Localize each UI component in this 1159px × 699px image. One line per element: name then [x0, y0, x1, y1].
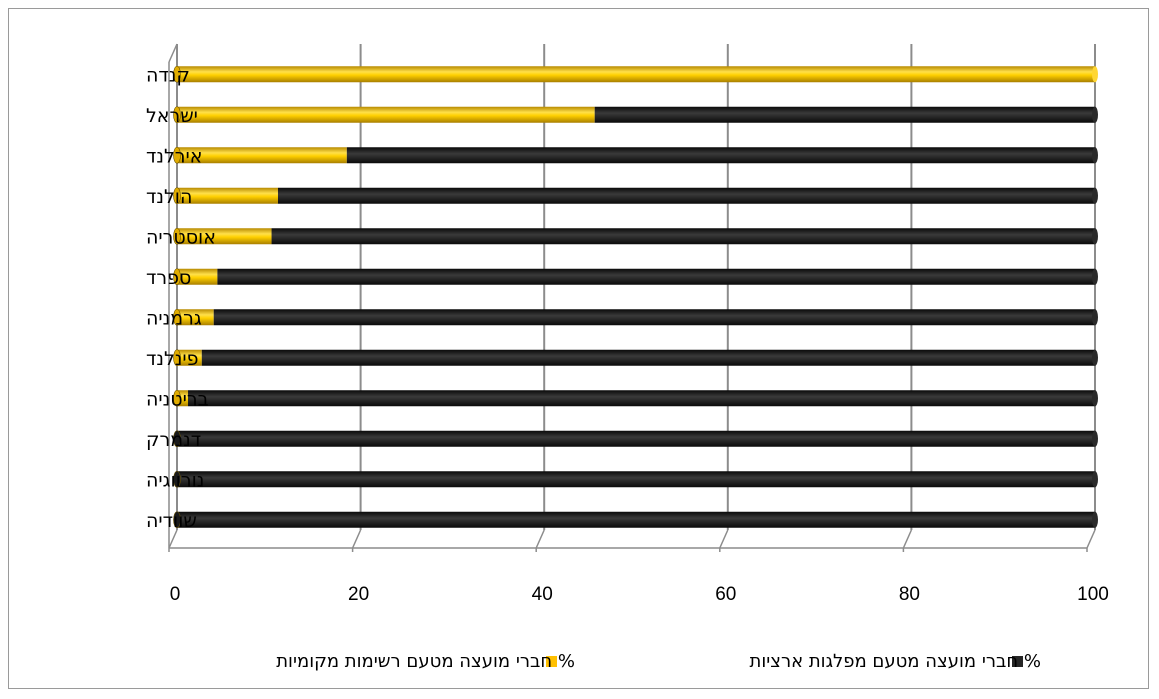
bar-national	[177, 430, 1095, 447]
category-label: שוודיה	[146, 510, 197, 532]
bar-cap-left	[173, 106, 181, 124]
bar-cap-left	[173, 349, 181, 367]
bar-cap-left	[173, 146, 181, 164]
bar-national	[277, 187, 1096, 204]
bar-local	[177, 187, 278, 204]
bar-national	[188, 390, 1096, 407]
bar-cap-left	[173, 65, 181, 83]
bar-cap-left	[173, 430, 181, 448]
bar-national	[217, 268, 1096, 285]
x-tick-label: 0	[170, 584, 181, 605]
legend-label-local: % חברי מועצה מטעם רשימות מקומיות	[276, 651, 575, 672]
gridline-floor	[535, 529, 545, 549]
bar-cap-left	[173, 308, 181, 326]
bar-cap-right	[1092, 511, 1098, 528]
gridline-floor	[168, 529, 178, 549]
bar-cap-right	[1092, 390, 1098, 407]
bar-local	[177, 390, 189, 407]
bar-cap-left	[173, 187, 181, 205]
y-axis-top-edge	[168, 43, 178, 63]
category-label: בריטניה	[146, 388, 209, 410]
bar-cap-right	[1092, 471, 1098, 488]
bar-cap-right	[1092, 309, 1098, 326]
bar-national	[594, 106, 1095, 123]
category-label: דנמרק	[146, 429, 201, 451]
bar-national	[177, 511, 1095, 528]
x-tick-label: 100	[1077, 584, 1109, 605]
category-label: נורווגיה	[146, 469, 204, 491]
legend-label-national: % חברי מועצה מטעם מפלגות ארציות	[750, 651, 1042, 672]
x-tick-label: 40	[532, 584, 553, 605]
bar-cap-left	[173, 389, 181, 407]
x-tick-label: 60	[715, 584, 736, 605]
bar-cap-right	[1092, 106, 1098, 123]
bar-cap-right	[1092, 268, 1098, 285]
gridline-floor	[902, 529, 913, 549]
gridline-floor	[351, 529, 362, 549]
bar-cap-right	[1092, 349, 1098, 366]
category-label: גרמניה	[146, 307, 202, 329]
bar-cap-right	[1092, 66, 1098, 83]
category-label: אוסטריה	[146, 226, 216, 248]
bar-local	[177, 66, 1095, 83]
legend-swatch-national	[1012, 656, 1023, 667]
category-label: אירלנד	[146, 145, 202, 167]
bar-local	[177, 228, 272, 245]
bar-national	[177, 471, 1095, 488]
bar-cap-left	[173, 511, 181, 529]
category-label: ישראל	[146, 105, 198, 127]
bar-cap-left	[173, 227, 181, 245]
bar-local	[177, 349, 202, 366]
legend-swatch-local	[546, 656, 557, 667]
gridline-floor	[719, 529, 729, 549]
category-label: קנדה	[146, 64, 190, 86]
bar-local	[177, 268, 218, 285]
bar-local	[177, 106, 595, 123]
bar-cap-right	[1092, 187, 1098, 204]
bar-national	[271, 228, 1096, 245]
bar-local	[177, 309, 214, 326]
bar-cap-right	[1092, 430, 1098, 447]
bar-cap-left	[173, 268, 181, 286]
x-tick-label: 80	[899, 584, 920, 605]
bar-national	[346, 147, 1096, 164]
bar-cap-left	[173, 470, 181, 488]
gridline-floor	[1086, 529, 1096, 549]
bar-cap-right	[1092, 147, 1098, 164]
bar-national	[213, 309, 1096, 326]
bar-local	[177, 147, 347, 164]
category-label: פינלנד	[146, 348, 199, 370]
bar-cap-right	[1092, 228, 1098, 245]
bar-national	[201, 349, 1095, 366]
category-label: הולנד	[146, 186, 192, 208]
category-label: ספרד	[146, 267, 191, 289]
x-tick-label: 20	[348, 584, 369, 605]
